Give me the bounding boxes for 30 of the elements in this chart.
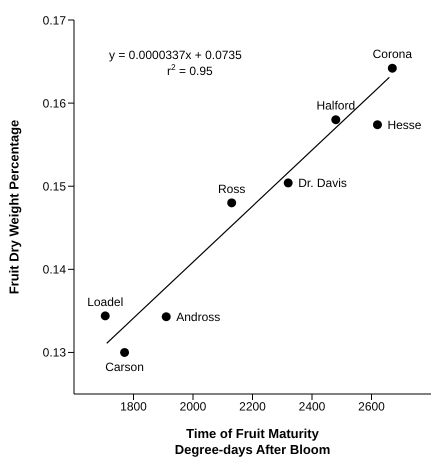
y-axis-title: Fruit Dry Weight Percentage: [6, 120, 22, 294]
annotation: Halford: [316, 98, 356, 113]
point: [372, 120, 382, 130]
y-tick-label: 0.14: [42, 262, 66, 277]
point: [331, 115, 340, 124]
x-tick-label: 1800: [120, 400, 148, 414]
annotation: y = 0.0000337x + 0.0735: [109, 48, 242, 62]
point: [100, 311, 110, 320]
point: [227, 198, 236, 208]
x-tick-label: 2400: [298, 400, 326, 414]
x-tick-label: 2000: [180, 400, 207, 414]
y-tick-label: 0.15: [42, 179, 66, 194]
x-tick-label: 2200: [239, 400, 266, 414]
x-axis-title: Time of Fruit Maturity Degree-days After Bloom: [174, 426, 330, 457]
point: [120, 348, 130, 357]
annotation: r$^{2}$ = 0.95: [167, 62, 214, 78]
y-tick-label: 0.13: [42, 346, 66, 360]
annotation: Hesse: [387, 118, 422, 132]
y-tick-label: 0.16: [42, 96, 66, 110]
point: [284, 178, 293, 188]
annotation: Carson: [105, 360, 144, 374]
annotation: Loadel: [87, 294, 124, 309]
point: [388, 64, 397, 73]
y-tick-label: 0.17: [42, 13, 66, 28]
annotation: Andross: [176, 310, 220, 324]
x-tick-label: 2600: [358, 400, 386, 414]
annotation: Ross: [218, 182, 246, 196]
annotation: Corona: [372, 47, 412, 62]
annotation: Dr. Davis: [298, 176, 347, 190]
point: [162, 312, 171, 322]
